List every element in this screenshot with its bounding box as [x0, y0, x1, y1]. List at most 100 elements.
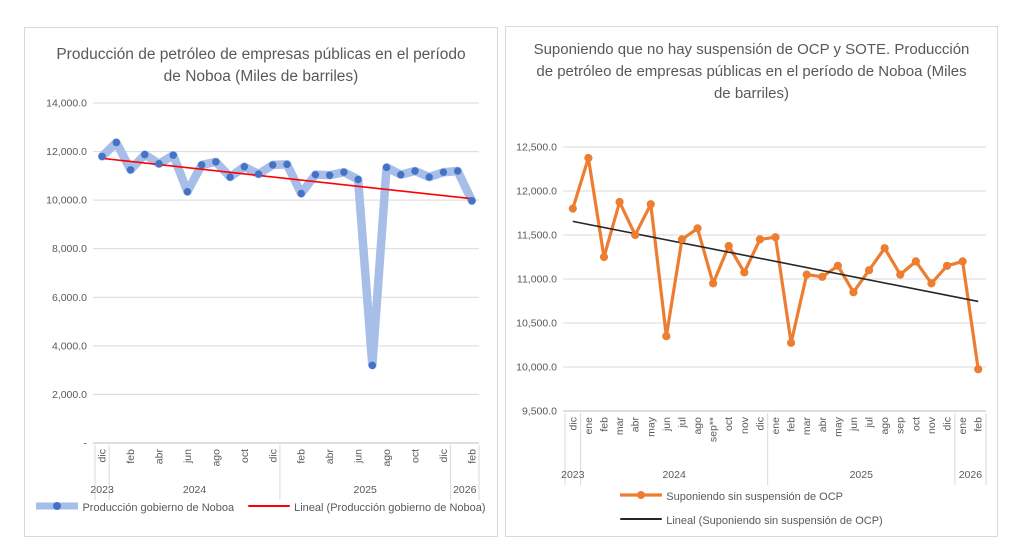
data-point-marker [468, 197, 476, 205]
x-axis-month-label: sep** [708, 417, 720, 442]
data-point-marker [755, 235, 765, 244]
x-axis-month-label: jul [676, 417, 688, 429]
data-point-marker [584, 153, 593, 163]
x-axis-month-label: abr [324, 449, 336, 465]
x-axis-month-label: abr [630, 417, 642, 433]
data-point-marker [631, 230, 640, 240]
data-point-marker [958, 257, 967, 266]
data-point-marker [169, 151, 177, 159]
y-axis-tick-label: 10,500.0 [516, 318, 557, 330]
data-point-marker [662, 332, 671, 341]
data-point-marker [382, 163, 391, 172]
chart-legend: Producción gobierno de Noboa Lineal (Pro… [25, 500, 497, 515]
y-axis-tick-label: 12,500.0 [516, 142, 557, 154]
line-dot-glyph [619, 491, 663, 499]
y-axis-tick-label: 10,000.0 [516, 362, 557, 374]
thick-line-dot-glyph [33, 502, 81, 510]
trend-line [102, 157, 472, 200]
x-axis-month-label: oct [239, 449, 251, 463]
line-glyph [248, 505, 291, 507]
x-axis-month-label: dic [567, 417, 579, 430]
data-point-marker [112, 138, 121, 147]
data-point-marker [411, 167, 419, 175]
data-point-marker [354, 175, 362, 184]
legend-label: Lineal (Suponiendo sin suspensión de OCP… [666, 514, 883, 527]
data-point-marker [212, 158, 220, 166]
data-point-marker [283, 160, 291, 169]
x-axis-month-label: dic [942, 417, 954, 430]
series-line-dot-swatch [33, 500, 81, 515]
data-point-marker [880, 244, 889, 253]
x-axis-year-label: 2023 [90, 484, 114, 496]
series-line-dot-swatch [619, 489, 663, 504]
x-axis-month-label: feb [598, 417, 610, 432]
x-axis-month-label: oct [410, 449, 422, 463]
data-point-marker [439, 168, 448, 176]
x-axis-month-label: mar [801, 417, 813, 436]
legend-item-series: Producción gobierno de Noboa [33, 500, 235, 515]
x-axis-month-label: ago [381, 449, 393, 467]
x-axis-month-label: ene [770, 417, 782, 435]
data-point-marker [240, 163, 249, 171]
y-axis-tick-label: 12,000.0 [46, 146, 87, 158]
x-axis-year-label: 2026 [959, 469, 983, 481]
data-point-marker [425, 173, 433, 181]
data-point-marker [974, 365, 983, 374]
data-point-marker [864, 266, 874, 275]
trend-line-swatch [620, 513, 663, 528]
legend-marker-dot [637, 491, 646, 499]
legend-label: Suponiendo sin suspensión de OCP [666, 490, 843, 503]
x-axis-year-label: 2025 [354, 484, 378, 496]
data-point-marker [802, 270, 811, 279]
data-point-marker [453, 167, 462, 175]
data-point-marker [646, 200, 655, 209]
y-axis-tick-label: 10,000.0 [46, 195, 87, 207]
legend-rows: Suponiendo sin suspensión de OCP Lineal … [619, 489, 883, 528]
data-point-marker [325, 171, 334, 179]
data-point-marker [786, 338, 796, 347]
chart-legend: Suponiendo sin suspensión de OCP Lineal … [506, 489, 997, 528]
data-point-marker [693, 224, 702, 233]
data-point-marker [297, 189, 305, 198]
data-point-marker [833, 261, 842, 270]
x-axis-year-label: 2024 [183, 484, 207, 496]
legend-item-trend: Lineal (Suponiendo sin suspensión de OCP… [620, 513, 883, 528]
x-axis-month-label: dic [754, 417, 766, 430]
x-axis-month-label: mar [614, 417, 626, 436]
legend-label: Producción gobierno de Noboa [82, 501, 235, 514]
y-axis-tick-label: - [84, 438, 88, 450]
x-axis-month-label: jun [353, 449, 365, 464]
x-axis-month-label: feb [466, 449, 478, 464]
x-axis-month-label: dic [267, 449, 279, 462]
data-point-marker [368, 361, 377, 369]
data-point-marker [677, 235, 687, 244]
data-point-marker [849, 288, 858, 297]
data-point-marker [568, 204, 577, 213]
y-axis-tick-label: 12,000.0 [516, 186, 557, 198]
y-axis-tick-label: 11,000.0 [517, 274, 557, 286]
chart-title: Producción de petróleo de empresas públi… [56, 46, 466, 85]
x-axis-month-label: ene [957, 417, 969, 435]
trend-line [572, 220, 979, 303]
x-axis-month-label: may [832, 416, 844, 437]
x-axis-month-label: abr [154, 449, 166, 465]
data-point-marker [183, 187, 192, 196]
legend-item-series: Suponiendo sin suspensión de OCP [619, 489, 843, 504]
x-axis-year-label: 2024 [662, 469, 686, 481]
x-axis-month-label: dic [97, 449, 109, 462]
legend-marker-dot [53, 502, 62, 510]
chart-panel-sin-suspension: Suponiendo que no hay suspensión de OCP … [505, 26, 998, 537]
data-point-marker [254, 170, 263, 178]
x-axis-month-label: nov [926, 416, 938, 434]
x-axis-month-label: ago [210, 449, 222, 467]
x-axis-month-label: dic [438, 449, 450, 462]
data-point-marker [896, 270, 905, 279]
line-glyph [620, 518, 663, 520]
x-axis-month-label: ene [583, 417, 595, 435]
data-point-marker [197, 161, 206, 169]
x-axis-month-label: feb [296, 449, 308, 464]
x-axis-year-label: 2023 [561, 469, 585, 481]
y-axis-tick-label: 11,500.0 [517, 230, 557, 242]
data-point-marker [615, 197, 624, 207]
